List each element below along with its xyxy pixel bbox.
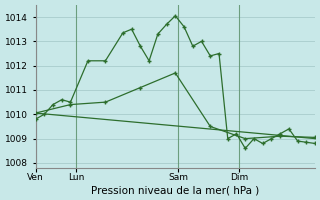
X-axis label: Pression niveau de la mer( hPa ): Pression niveau de la mer( hPa ) [91, 185, 260, 195]
